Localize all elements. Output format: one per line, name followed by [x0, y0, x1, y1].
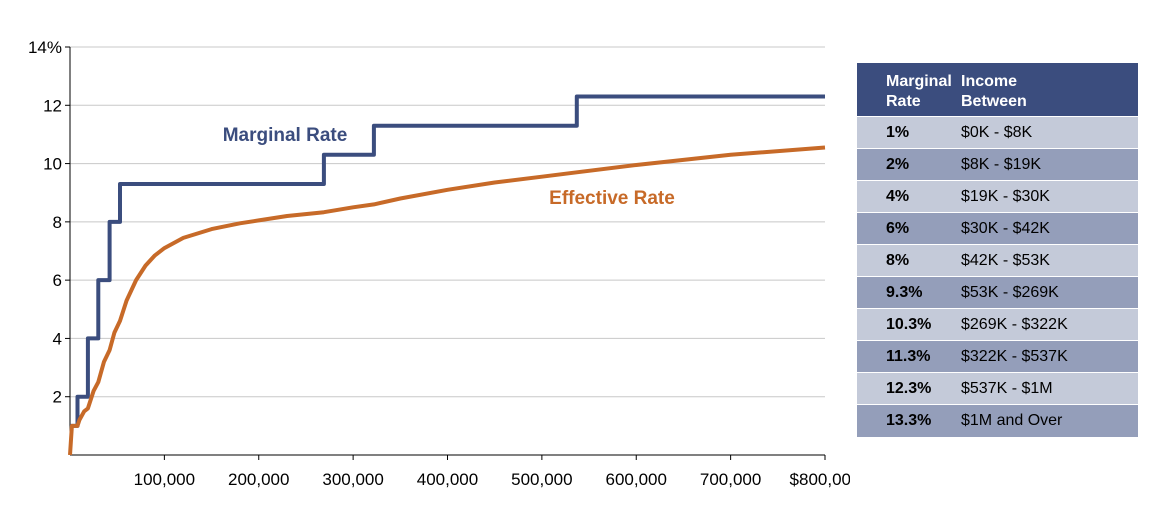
bracket-income-range: $42K - $53K: [961, 244, 1138, 277]
x-tick-label: 300,000: [322, 470, 383, 489]
table-row: 6% $30K - $42K: [857, 212, 1138, 245]
bracket-rate: 12.3%: [857, 372, 961, 405]
bracket-rate: 8%: [857, 244, 961, 277]
table-row: 1% $0K - $8K: [857, 116, 1138, 149]
table-row: 8% $42K - $53K: [857, 244, 1138, 277]
bracket-rate: 6%: [857, 212, 961, 245]
bracket-income-range: $19K - $30K: [961, 180, 1138, 213]
y-tick-label: 6: [53, 271, 62, 290]
header-income-between: Income Between: [961, 63, 1138, 117]
table-row: 9.3% $53K - $269K: [857, 276, 1138, 309]
table-header-row: Marginal Rate Income Between: [857, 63, 1138, 117]
series-line-marginal-rate: [70, 94, 825, 428]
series-label-effective-rate: Effective Rate: [549, 188, 675, 209]
bracket-rate: 10.3%: [857, 308, 961, 341]
bracket-income-range: $53K - $269K: [961, 276, 1138, 309]
header-marginal-rate: Marginal Rate: [857, 63, 961, 117]
bracket-rate: 9.3%: [857, 276, 961, 309]
y-tick-label: 2: [53, 388, 62, 407]
table-row: 4% $19K - $30K: [857, 180, 1138, 213]
x-tick-label: 200,000: [228, 470, 289, 489]
y-tick-label: 12: [43, 96, 62, 115]
y-tick-label: 14%: [28, 38, 62, 57]
bracket-income-range: $0K - $8K: [961, 116, 1138, 149]
x-tick-label: 100,000: [134, 470, 195, 489]
bracket-income-range: $30K - $42K: [961, 212, 1138, 245]
x-tick-label: $800,000: [790, 470, 850, 489]
x-tick-label: 500,000: [511, 470, 572, 489]
bracket-income-range: $269K - $322K: [961, 308, 1138, 341]
bracket-income-range: $322K - $537K: [961, 340, 1138, 373]
y-tick-label: 8: [53, 213, 62, 232]
series-line-effective-rate: [68, 145, 826, 456]
x-tick-label: 700,000: [700, 470, 761, 489]
table-row: 11.3% $322K - $537K: [857, 340, 1138, 373]
bracket-rate: 1%: [857, 116, 961, 149]
y-tick-label: 4: [53, 329, 62, 348]
table-row: 12.3% $537K - $1M: [857, 372, 1138, 405]
bracket-income-range: $1M and Over: [961, 404, 1138, 437]
x-tick-label: 400,000: [417, 470, 478, 489]
table-row: 10.3% $269K - $322K: [857, 308, 1138, 341]
table-row: 2% $8K - $19K: [857, 148, 1138, 181]
bracket-rate: 11.3%: [857, 340, 961, 373]
bracket-income-range: $537K - $1M: [961, 372, 1138, 405]
table-body: 1% $0K - $8K 2% $8K - $19K 4% $19K - $30K 6% $3…: [857, 116, 1138, 437]
bracket-income-range: $8K - $19K: [961, 148, 1138, 181]
rate-chart: 14% 12 10 8 6 4 2 100,000 200,000 300,000 400,000 5…: [28, 38, 850, 489]
bracket-rate: 2%: [857, 148, 961, 181]
tax-bracket-table: Marginal Rate Income Between 1% $0K - $8K 2%…: [857, 63, 1138, 437]
bracket-rate: 4%: [857, 180, 961, 213]
bracket-rate: 13.3%: [857, 404, 961, 437]
y-tick-label: 10: [43, 155, 62, 174]
series-label-marginal-rate: Marginal Rate: [223, 125, 348, 146]
table-row: 13.3% $1M and Over: [857, 404, 1138, 437]
x-tick-label: 600,000: [606, 470, 667, 489]
